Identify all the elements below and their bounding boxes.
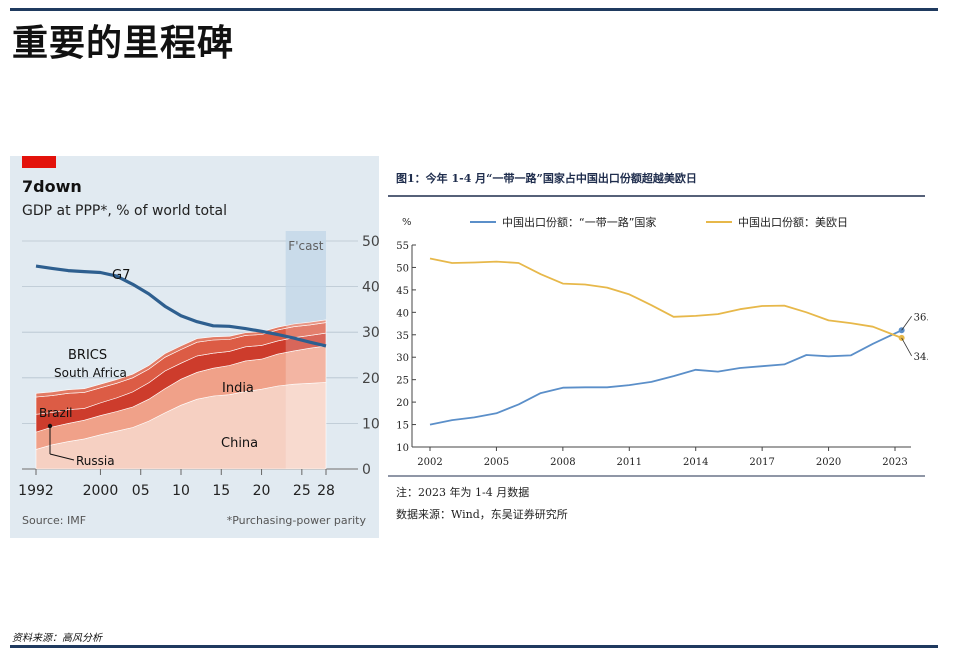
ebs-y-tick-label: 15 <box>396 421 409 432</box>
gdp-ppp-chart-panel: 7down GDP at PPP*, % of world total 0 10 2… <box>10 156 379 538</box>
ebs-x-tick-label: 2023 <box>882 457 907 468</box>
econ-footnote: *Purchasing-power parity <box>227 514 367 527</box>
ebs-chart-title: 图1：今年 1-4 月“一带一路”国家占中国出口份额超越美欧日 <box>396 171 697 185</box>
econ-y-tick-label: 40 <box>362 280 379 296</box>
econ-x-tick-label: 05 <box>132 483 150 499</box>
ebs-data-source: 数据来源：Wind，东吴证券研究所 <box>396 507 568 521</box>
ebs-x-tick-label: 2008 <box>550 457 575 468</box>
ebs-y-tick-label: 50 <box>396 263 409 274</box>
econ-chart-subtitle: GDP at PPP*, % of world total <box>22 203 227 219</box>
export-share-chart-panel: 图1：今年 1-4 月“一带一路”国家占中国出口份额超越美欧日 % 中国出口份额… <box>388 160 928 530</box>
ebs-end-label-2: 34.3 <box>914 352 928 363</box>
page-footer-source: 资料来源：高风分析 <box>12 633 102 644</box>
ebs-y-tick-label: 45 <box>396 286 409 297</box>
ebs-x-tick-label: 2020 <box>816 457 841 468</box>
ebs-y-tick-label: 25 <box>396 376 409 387</box>
forecast-label: F'cast <box>288 239 323 253</box>
annotation-brics: BRICS <box>68 348 107 363</box>
econ-source: Source: IMF <box>22 514 86 527</box>
ebs-end-leader-1 <box>901 316 912 331</box>
annotation-brazil: Brazil <box>39 406 73 420</box>
top-rule <box>10 8 938 11</box>
ebs-line-series-1 <box>429 329 902 426</box>
export-share-chart: 图1：今年 1-4 月“一带一路”国家占中国出口份额超越美欧日 % 中国出口份额… <box>388 171 928 521</box>
annotation-russia: Russia <box>76 454 115 468</box>
line-g7 <box>35 264 327 348</box>
econ-x-tick-label: 10 <box>172 483 190 499</box>
ebs-legend-label: 中国出口份额：“一带一路”国家 <box>502 215 656 229</box>
econ-chart-title: 7down <box>22 177 82 196</box>
forecast-overlay <box>285 231 326 469</box>
econ-y-tick-label: 20 <box>362 371 379 387</box>
ebs-end-label-1: 36.0 <box>914 312 928 323</box>
russia-leader-dot <box>47 423 53 429</box>
ebs-y-tick-label: 30 <box>396 353 409 364</box>
econ-red-tag <box>22 156 56 168</box>
ebs-x-tick-label: 2005 <box>484 457 509 468</box>
ebs-y-tick-label: 35 <box>396 331 409 342</box>
ebs-x-tick-label: 2011 <box>617 457 642 468</box>
ebs-x-tick-label: 2002 <box>417 457 442 468</box>
ebs-y-tick-label: 55 <box>396 241 409 252</box>
annotation-south-africa: South Africa <box>54 366 127 380</box>
econ-x-tick-label: 1992 <box>18 483 54 499</box>
econ-x-tick-label: 2000 <box>83 483 119 499</box>
econ-y-tick-label: 30 <box>362 325 379 341</box>
econ-x-tick-label: 28 <box>317 483 335 499</box>
annotation-g7: G7 <box>112 268 130 283</box>
page-title: 重要的里程碑 <box>12 23 235 64</box>
econ-x-tick-label: 15 <box>212 483 230 499</box>
bottom-rule <box>10 645 938 648</box>
econ-x-tick-label: 20 <box>253 483 271 499</box>
gdp-ppp-chart: 7down GDP at PPP*, % of world total 0 10 2… <box>18 156 379 527</box>
ebs-x-tick-label: 2017 <box>749 457 774 468</box>
ebs-legend-label: 中国出口份额：美欧日 <box>738 215 848 229</box>
ebs-y-tick-label: 40 <box>396 308 409 319</box>
russia-leader-h <box>49 453 75 461</box>
econ-y-tick-label: 10 <box>362 416 379 432</box>
annotation-china: China <box>221 436 258 451</box>
econ-y-tick-label: 0 <box>362 462 371 478</box>
ebs-y-tick-label: 10 <box>396 443 409 454</box>
ebs-line-series-2 <box>429 257 902 339</box>
annotation-india: India <box>222 381 254 396</box>
ebs-note: 注：2023 年为 1-4 月数据 <box>396 485 529 499</box>
ebs-end-point-2 <box>898 334 905 341</box>
ebs-y-tick-label: 20 <box>396 398 409 409</box>
econ-x-tick-label: 25 <box>293 483 311 499</box>
ebs-x-tick-label: 2014 <box>683 457 708 468</box>
ebs-y-unit: % <box>402 217 412 228</box>
ebs-end-leader-2 <box>901 337 912 357</box>
econ-y-tick-label: 50 <box>362 234 379 250</box>
area-south-africa <box>35 319 327 398</box>
